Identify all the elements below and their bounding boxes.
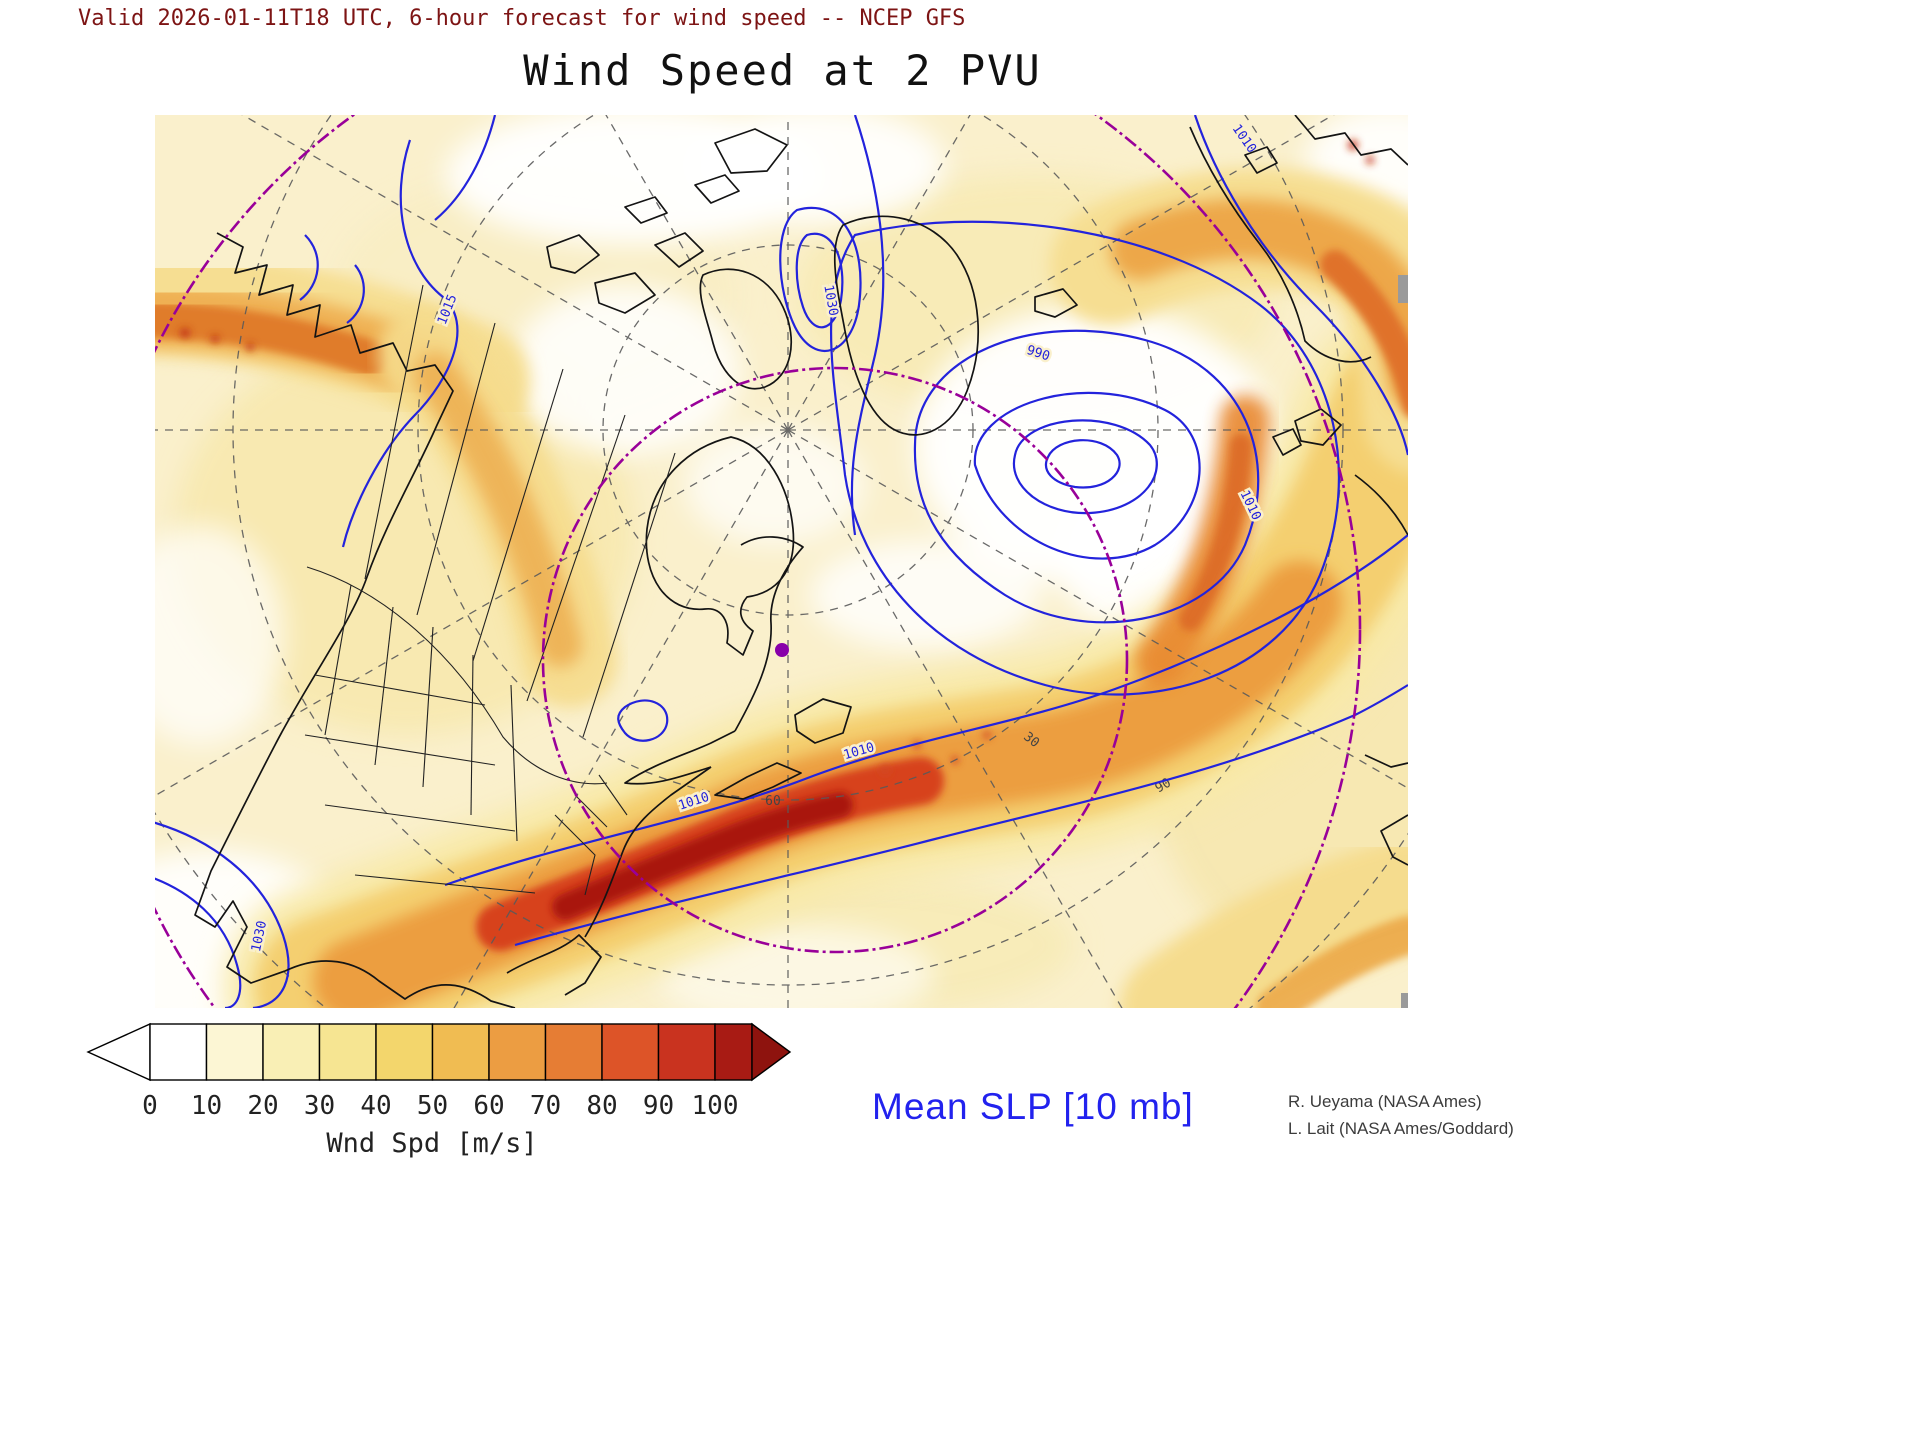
colorbar-svg: 0 10 20 30 40 50 60 70 80 90 100 Wnd Spd… — [86, 1022, 792, 1159]
valid-time-line: Valid 2026-01-11T18 UTC, 6-hour forecast… — [78, 6, 966, 31]
colorbar-cell — [601, 1023, 660, 1081]
svg-text:80: 80 — [586, 1091, 617, 1121]
coastlines — [194, 115, 1408, 1008]
svg-text:20: 20 — [247, 1091, 278, 1121]
colorbar-cell — [375, 1023, 434, 1081]
credits: R. Ueyama (NASA Ames) L. Lait (NASA Ames… — [1288, 1088, 1514, 1142]
slp-legend-label: Mean SLP [10 mb] — [872, 1086, 1194, 1127]
political-borders — [304, 284, 676, 896]
colorbar-right-arrow — [751, 1022, 792, 1082]
svg-text:10: 10 — [191, 1091, 222, 1121]
svg-text:60: 60 — [765, 794, 781, 809]
colorbar-left-arrow — [86, 1022, 151, 1082]
svg-text:0: 0 — [142, 1091, 158, 1121]
colorbar-cell — [657, 1023, 716, 1081]
colorbar-cell — [262, 1023, 321, 1081]
colorbar-title: Wnd Spd [m/s] — [326, 1128, 537, 1159]
colorbar-cell — [318, 1023, 377, 1081]
svg-text:100: 100 — [692, 1091, 739, 1121]
credit-line: R. Ueyama (NASA Ames) — [1288, 1092, 1482, 1111]
colorbar-cell — [544, 1023, 603, 1081]
credit-line: L. Lait (NASA Ames/Goddard) — [1288, 1119, 1514, 1138]
station-marker — [775, 643, 789, 657]
colorbar-cell — [205, 1023, 264, 1081]
graticule — [155, 115, 1408, 1008]
svg-text:60: 60 — [473, 1091, 504, 1121]
svg-text:90: 90 — [1153, 776, 1174, 797]
colorbar-cell — [431, 1023, 490, 1081]
colorbar-cell — [714, 1023, 753, 1081]
page-title: Wind Speed at 2 PVU — [523, 46, 1042, 95]
colorbar-cell — [149, 1023, 208, 1081]
weather-map: 30 60 90 — [155, 115, 1408, 1008]
svg-text:90: 90 — [643, 1091, 674, 1121]
latitude-highlight-circles — [155, 115, 1362, 1008]
svg-text:50: 50 — [417, 1091, 448, 1121]
missing-data-patches — [1398, 275, 1408, 1008]
svg-text:40: 40 — [360, 1091, 391, 1121]
colorbar: 0 10 20 30 40 50 60 70 80 90 100 Wnd Spd… — [85, 1018, 805, 1178]
map-panel: 30 60 90 — [155, 113, 1408, 1010]
svg-text:30: 30 — [304, 1091, 335, 1121]
colorbar-ticks: 0 10 20 30 40 50 60 70 80 90 100 — [142, 1091, 738, 1121]
colorbar-cell — [488, 1023, 547, 1081]
svg-text:70: 70 — [530, 1091, 561, 1121]
